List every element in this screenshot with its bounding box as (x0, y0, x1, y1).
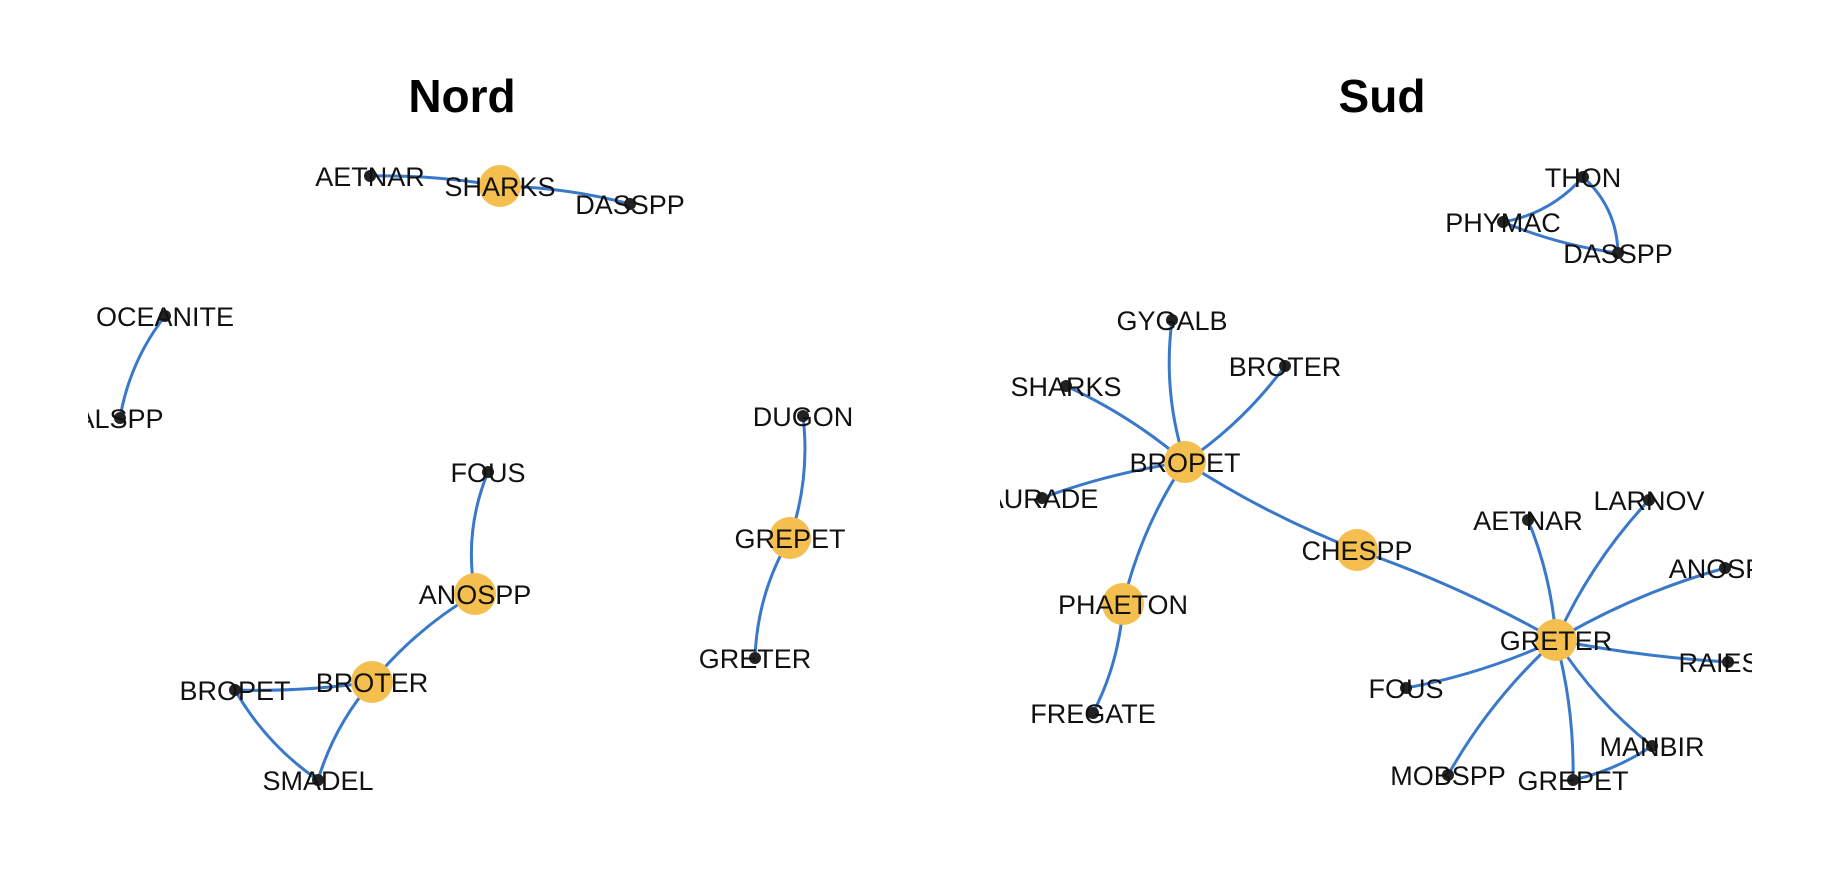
node-sud-gygalb-leaf (1166, 314, 1178, 326)
node-label-nord-fous: FOUS (450, 458, 525, 488)
edge-sud-0 (1502, 176, 1585, 224)
node-label-nord-greter: GRETER (699, 644, 812, 674)
node-sud-aetnar-leaf (1522, 514, 1534, 526)
node-nord-anospp-hub (454, 573, 496, 615)
node-label-sud-fous: FOUS (1368, 674, 1443, 704)
node-sud-thon-leaf (1577, 171, 1589, 183)
node-nord-greter-leaf (749, 652, 761, 664)
node-nord-grepet-hub (769, 517, 811, 559)
node-label-sud-greter: GRETER (1500, 626, 1613, 656)
node-nord-bropet-leaf (229, 684, 241, 696)
node-sud-anospp-leaf (1719, 562, 1731, 574)
node-label-sud-sharks: SHARKS (1010, 372, 1121, 402)
node-sud-aurade-leaf (1036, 492, 1048, 504)
nodes-nord (114, 165, 811, 786)
node-label-nord-sharks: SHARKS (444, 172, 555, 202)
node-label-nord-oceanite: OCEANITE (96, 302, 234, 332)
edge-nord-2 (118, 315, 167, 419)
node-label-sud-fregate: FREGATE (1030, 699, 1156, 729)
node-label-sud-anospp: ANOSPP (1669, 554, 1782, 584)
node-sud-fregate-leaf (1087, 707, 1099, 719)
node-label-nord-broter: BROTER (316, 668, 429, 698)
node-nord-alspp-leaf (114, 412, 126, 424)
edge-sud-9 (1184, 460, 1358, 552)
edge-sud-19 (1572, 744, 1653, 782)
panel-title-sud: Sud (1339, 70, 1426, 122)
node-sud-broter-leaf (1279, 360, 1291, 372)
node-label-sud-thon: THON (1545, 163, 1622, 193)
node-sud-manbir-leaf (1646, 740, 1658, 752)
edge-nord-7 (233, 689, 319, 782)
node-label-sud-dasspp: DASSPP (1563, 239, 1673, 269)
node-sud-mobspp-leaf (1442, 769, 1454, 781)
node-nord-aetnar-leaf (364, 170, 376, 182)
edge-sud-10 (1356, 548, 1557, 642)
node-label-nord-anospp: ANOSPP (419, 580, 532, 610)
nodes-sud (1036, 171, 1734, 786)
node-sud-bropet-hub (1164, 441, 1206, 483)
node-label-nord-smadel: SMADEL (262, 766, 373, 796)
node-label-sud-raiesp: RAIESP (1678, 648, 1777, 678)
node-sud-phymac-leaf (1497, 216, 1509, 228)
node-label-sud-broter: BROTER (1229, 352, 1342, 382)
node-label-nord-dasspp: DASSPP (575, 190, 685, 220)
node-nord-broter-hub (351, 661, 393, 703)
node-nord-sharks-hub (479, 165, 521, 207)
node-sud-fous-leaf (1400, 682, 1412, 694)
node-nord-oceanite-leaf (159, 310, 171, 322)
edge-sud-2 (1502, 220, 1619, 255)
node-sud-larnov-leaf (1643, 494, 1655, 506)
node-sud-dasspp-leaf (1612, 247, 1624, 259)
node-sud-raiesp-leaf (1722, 656, 1734, 668)
panel-nord: AETNAR SHARKS DASSPP OCEANITE ALSPP FOUS ANOSP… (76, 162, 854, 796)
node-sud-sharks-leaf (1060, 380, 1072, 392)
node-nord-dugon-leaf (797, 410, 809, 422)
node-label-sud-phymac: PHYMAC (1445, 208, 1561, 238)
node-nord-dasspp-leaf (624, 198, 636, 210)
panel-title-nord: Nord (408, 70, 515, 122)
node-label-sud-larnov: LARNOV (1593, 486, 1704, 516)
node-label-sud-manbir: MANBIR (1599, 732, 1704, 762)
node-label-nord-alspp: ALSPP (76, 404, 163, 434)
node-label-sud-phaeton: PHAETON (1058, 590, 1188, 620)
edge-sud-1 (1581, 175, 1620, 254)
node-sud-chespp-hub (1336, 529, 1378, 571)
edge-sud-3 (1167, 319, 1187, 463)
node-label-sud-gygalb: GYGALB (1116, 306, 1227, 336)
edge-sud-17 (1446, 638, 1558, 776)
node-sud-grepet-leaf (1567, 774, 1579, 786)
node-nord-fous-leaf (482, 466, 494, 478)
labels-nord: AETNAR SHARKS DASSPP OCEANITE ALSPP FOUS ANOSP… (76, 162, 854, 796)
node-label-sud-bropet: BROPET (1129, 448, 1240, 478)
node-label-sud-mobspp: MOBSPP (1390, 761, 1506, 791)
edge-sud-7 (1121, 461, 1187, 605)
node-label-sud-grepet: GREPET (1517, 766, 1628, 796)
node-label-sud-chespp: CHESPP (1301, 536, 1412, 566)
node-nord-smadel-leaf (312, 774, 324, 786)
node-label-sud-aurade: AURADE (986, 484, 1099, 514)
node-label-nord-dugon: DUGON (753, 402, 854, 432)
node-label-nord-grepet: GREPET (734, 524, 845, 554)
node-label-nord-aetnar: AETNAR (315, 162, 425, 192)
node-label-sud-aetnar: AETNAR (1473, 506, 1583, 536)
node-sud-greter-hub (1535, 619, 1577, 661)
node-sud-phaeton-hub (1102, 583, 1144, 625)
edge-sud-13 (1555, 566, 1726, 642)
node-label-nord-bropet: BROPET (179, 676, 290, 706)
